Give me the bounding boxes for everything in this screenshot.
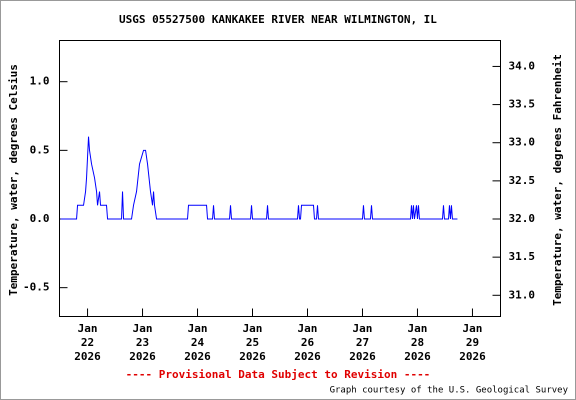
y-tick-label: -0.5 [23, 281, 50, 294]
chart-title: USGS 05527500 KANKAKEE RIVER NEAR WILMIN… [119, 13, 437, 26]
y2-tick-label: 33.0 [509, 136, 536, 149]
y2-tick-label: 34.0 [509, 59, 536, 72]
y2-tick-label: 31.0 [509, 288, 536, 301]
temperature-line [60, 136, 458, 220]
y2-tick-label: 32.5 [509, 174, 536, 187]
x-tick-label: Jan 29 2026 [459, 321, 486, 363]
y2-tick-label: 32.0 [509, 212, 536, 225]
x-tick-label: Jan 23 2026 [129, 321, 156, 363]
x-tick-label: Jan 25 2026 [239, 321, 266, 363]
y-tick-label: 0.0 [30, 212, 50, 225]
y-tick-label: 1.0 [30, 75, 50, 88]
x-tick-label: Jan 28 2026 [404, 321, 431, 363]
y-tick-label: 0.5 [30, 143, 50, 156]
x-tick-label: Jan 22 2026 [74, 321, 101, 363]
y2-tick-label: 31.5 [509, 250, 536, 263]
y2-axis-label: Temperature, water, degrees Fahrenheit [551, 54, 564, 306]
plot-area [59, 40, 501, 317]
x-tick-label: Jan 24 2026 [184, 321, 211, 363]
credit: Graph courtesy of the U.S. Geological Su… [330, 386, 569, 396]
provisional-note: ---- Provisional Data Subject to Revisio… [126, 368, 431, 381]
y2-tick-label: 33.5 [509, 98, 536, 111]
x-tick-label: Jan 26 2026 [294, 321, 321, 363]
y-axis-label: Temperature, water, degrees Celsius [7, 64, 20, 296]
x-tick-label: Jan 27 2026 [349, 321, 376, 363]
